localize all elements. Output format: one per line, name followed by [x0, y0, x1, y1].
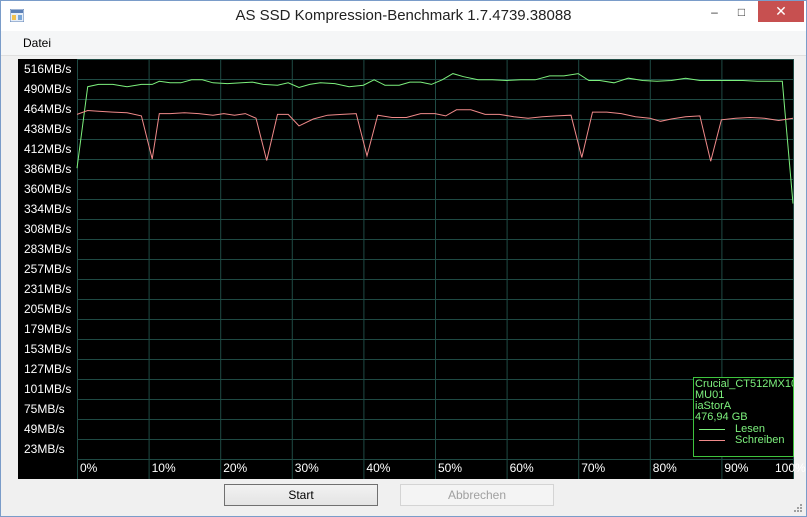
- y-tick-label: 490MB/s: [24, 82, 72, 96]
- y-tick-label: 127MB/s: [24, 362, 72, 376]
- y-tick-label: 334MB/s: [24, 202, 72, 216]
- y-tick-label: 75MB/s: [24, 402, 65, 416]
- y-tick-label: 438MB/s: [24, 122, 72, 136]
- legend-read-line: [699, 429, 725, 430]
- y-tick-label: 23MB/s: [24, 442, 65, 456]
- legend-driver: iaStorA: [695, 400, 732, 412]
- series-line-schreiben: [76, 109, 794, 162]
- abort-button[interactable]: Abbrechen: [400, 484, 554, 506]
- y-axis-labels: 516MB/s 490MB/s 464MB/s 438MB/s 412MB/s 386MB…: [18, 59, 78, 459]
- y-tick-label: 101MB/s: [24, 382, 72, 396]
- chart-plot-area: [18, 59, 794, 479]
- y-tick-label: 308MB/s: [24, 222, 72, 236]
- x-tick-label: 20%: [223, 461, 248, 475]
- x-tick-label: 80%: [652, 461, 677, 475]
- legend-write-label: Schreiben: [735, 434, 785, 446]
- legend-firmware: MU01: [695, 389, 725, 401]
- close-icon[interactable]: ✕: [758, 1, 804, 22]
- x-tick-label: 0%: [80, 461, 98, 475]
- y-tick-label: 516MB/s: [24, 62, 72, 76]
- x-tick-label: 30%: [294, 461, 319, 475]
- benchmark-chart: [76, 59, 794, 479]
- y-tick-label: 386MB/s: [24, 162, 72, 176]
- minimize-icon[interactable]: –: [711, 4, 718, 19]
- menu-item-datei[interactable]: Datei: [23, 36, 52, 50]
- x-tick-label: 90%: [724, 461, 749, 475]
- x-tick-label: 10%: [151, 461, 176, 475]
- x-tick-label: 50%: [438, 461, 463, 475]
- legend-write-line: [699, 440, 725, 441]
- y-tick-label: 49MB/s: [24, 422, 65, 436]
- y-tick-label: 231MB/s: [24, 282, 72, 296]
- x-tick-label: 60%: [509, 461, 534, 475]
- window-title: AS SSD Kompression-Benchmark 1.7.4739.38…: [235, 7, 572, 24]
- y-tick-label: 153MB/s: [24, 342, 72, 356]
- menu-bar: Datei: [1, 31, 806, 56]
- y-tick-label: 360MB/s: [24, 182, 72, 196]
- x-tick-label: 100%: [775, 461, 806, 475]
- title-bar[interactable]: AS SSD Kompression-Benchmark 1.7.4739.38…: [1, 1, 806, 31]
- resize-grip-icon[interactable]: [793, 503, 803, 513]
- app-icon[interactable]: [10, 9, 24, 22]
- legend-read-label: Lesen: [735, 423, 765, 435]
- y-tick-label: 257MB/s: [24, 262, 72, 276]
- legend-capacity: 476,94 GB: [695, 411, 748, 423]
- y-tick-label: 412MB/s: [24, 142, 72, 156]
- y-tick-label: 205MB/s: [24, 302, 72, 316]
- legend-device-name: Crucial_CT512MX100SSD1: [695, 378, 793, 390]
- x-tick-label: 70%: [581, 461, 606, 475]
- y-tick-label: 283MB/s: [24, 242, 72, 256]
- y-tick-label: 464MB/s: [24, 102, 72, 116]
- maximize-icon[interactable]: □: [737, 4, 746, 19]
- start-button[interactable]: Start: [224, 484, 378, 506]
- x-tick-label: 40%: [366, 461, 391, 475]
- y-tick-label: 179MB/s: [24, 322, 72, 336]
- chart-legend: Crucial_CT512MX100SSD1 MU01 iaStorA 476,…: [693, 377, 794, 457]
- series-line-lesen: [76, 73, 794, 204]
